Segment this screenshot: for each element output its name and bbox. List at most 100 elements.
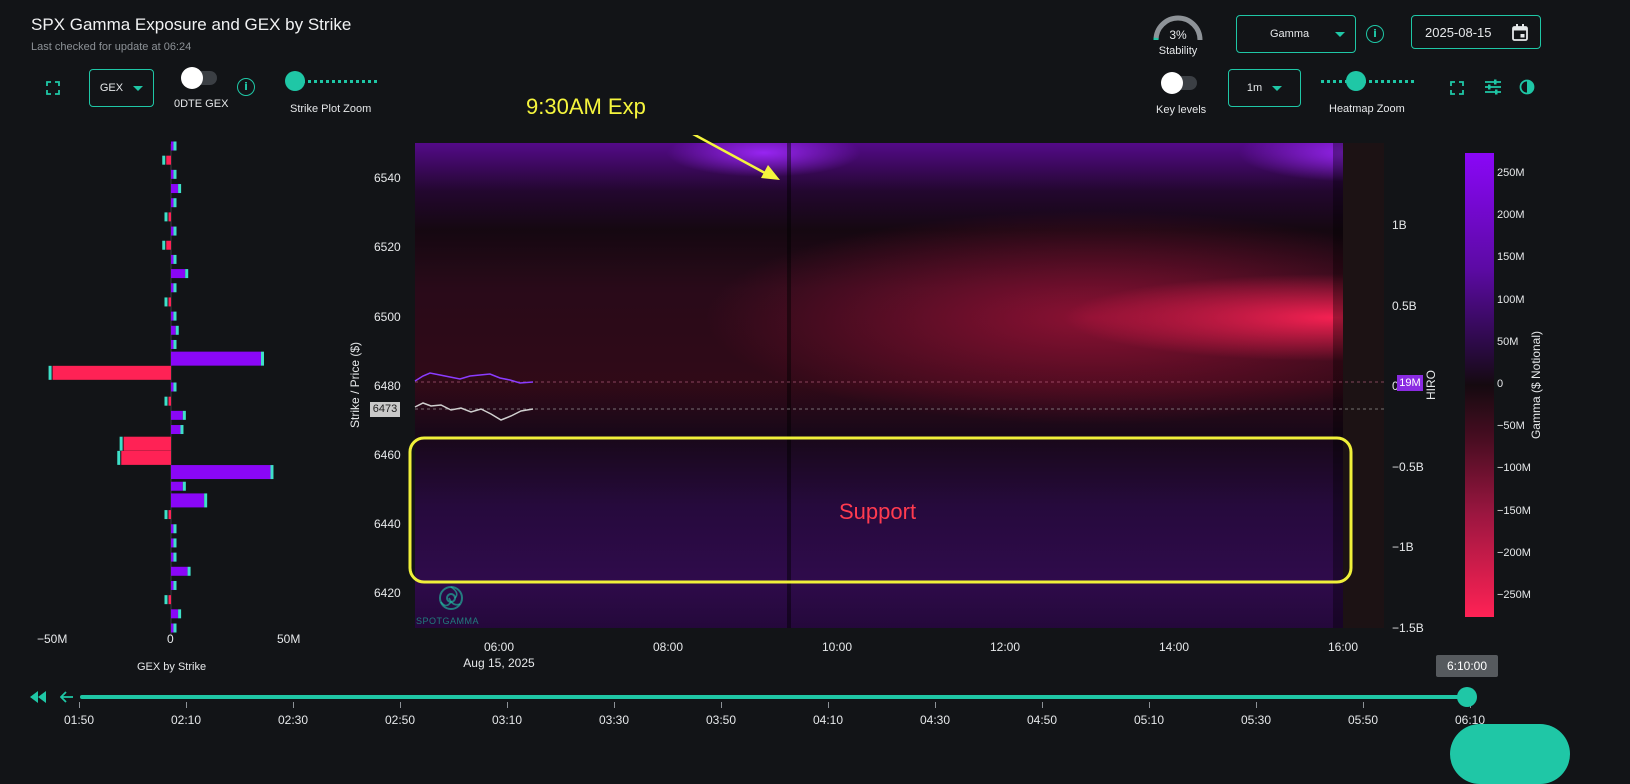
hiro-tick: −1B (1392, 540, 1414, 554)
back-arrow-icon[interactable] (60, 691, 74, 703)
heatmap-y-tick: 6540 (374, 171, 401, 185)
timeline-tick-mark (506, 702, 508, 708)
support-box (408, 436, 1353, 584)
gex-bar-cap (261, 351, 264, 366)
timeline-knob[interactable] (1457, 687, 1477, 707)
gex-bar (171, 410, 183, 420)
info-icon[interactable]: i (1366, 25, 1384, 43)
date-value: 2025-08-15 (1425, 24, 1492, 40)
tune-settings-icon[interactable] (1484, 79, 1502, 95)
gex-bar (168, 396, 171, 406)
gex-select[interactable]: GEX (89, 69, 154, 107)
interval-select[interactable]: 1m (1228, 69, 1301, 107)
gex-bar (171, 524, 174, 534)
annotation-arrow-line (692, 135, 766, 175)
gex-select-value: GEX (99, 82, 124, 94)
gex-bar (171, 481, 183, 491)
timeline-tick-mark (292, 702, 294, 708)
gex-bar (123, 436, 171, 451)
gex-bar-cap (173, 623, 177, 633)
contrast-icon[interactable] (1519, 79, 1535, 95)
colorbar-tick: −100M (1497, 462, 1531, 475)
gex-bar-cap (173, 311, 177, 321)
timeline-tick-label: 04:10 (812, 713, 844, 727)
timeline-tick-label: 05:50 (1347, 713, 1379, 727)
colorbar-tick: −150M (1497, 504, 1531, 517)
gex-bar-cap (173, 141, 177, 151)
timeline-tick-mark (185, 702, 187, 708)
timeline-tick-label: 05:10 (1133, 713, 1165, 727)
gex-bar (171, 538, 174, 548)
gex-bar (171, 566, 188, 576)
gex-bar-cap (178, 609, 182, 619)
gex-bar-cap (117, 450, 121, 465)
gex-bar-cap (175, 325, 179, 335)
gex-bar (168, 212, 171, 222)
gex-bar (171, 269, 186, 279)
heatmap-y-tick: 6440 (374, 517, 401, 531)
colorbar-label: Gamma ($ Notional) (1529, 330, 1543, 440)
help-fab-button[interactable] (1450, 724, 1570, 784)
hiro-tick: −1.5B (1392, 621, 1424, 635)
timeline-tick-mark (78, 702, 80, 708)
heatmap-x-date: Aug 15, 2025 (463, 656, 535, 670)
stability-arc (1153, 15, 1203, 41)
timeline-current-tooltip: 6:10:00 (1436, 655, 1498, 677)
timeline-tick-mark (720, 702, 722, 708)
gex-bar (171, 169, 174, 179)
calendar-icon[interactable] (1512, 24, 1528, 41)
gex-bar (168, 510, 171, 520)
mode-select[interactable]: Gamma (1236, 15, 1356, 53)
timeline-tick-label: 04:50 (1026, 713, 1058, 727)
gex-bar-cap (162, 155, 166, 165)
annotation-arrow-head (761, 165, 780, 180)
rewind-icon[interactable] (29, 691, 47, 703)
timeline-tick-mark (1148, 702, 1150, 708)
heatmap-stripe (1333, 143, 1343, 628)
timeline-tick-label: 02:50 (384, 713, 416, 727)
heatmap-y-tick: 6500 (374, 310, 401, 324)
hiro-tick: 1B (1392, 218, 1407, 232)
gex-bar-cap (182, 410, 186, 420)
timeline-tick-label: 01:50 (63, 713, 95, 727)
gex-bar-cap (162, 240, 166, 250)
timeline-tick-label: 03:30 (598, 713, 630, 727)
fullscreen-icon[interactable] (46, 81, 60, 95)
gex-bar (121, 450, 171, 465)
gex-bar-cap (173, 339, 177, 349)
gex-bar (168, 595, 171, 605)
gex-bar (171, 580, 174, 590)
colorbar (1465, 153, 1494, 617)
colorbar-tick: 150M (1497, 251, 1525, 264)
heatmap-y-tick: 6480 (374, 379, 401, 393)
gex-bar-cap (185, 269, 189, 279)
timeline-tick-label: 03:50 (705, 713, 737, 727)
gex-bar-cap (173, 283, 177, 293)
timeline-tick-mark (613, 702, 615, 708)
gex-bar (171, 609, 179, 619)
stability-gauge: 3% Stability (1150, 10, 1206, 58)
colorbar-tick: 50M (1497, 335, 1519, 348)
date-field[interactable]: 2025-08-15 (1411, 15, 1541, 49)
gex-bar (171, 226, 174, 236)
gex-bar-cap (173, 254, 177, 264)
strike-x-tick: 50M (277, 632, 301, 646)
timeline-tick-mark (1041, 702, 1043, 708)
gex-bar (171, 184, 179, 194)
timeline-track[interactable] (80, 695, 1468, 699)
heatmap-y-tick: 6520 (374, 240, 401, 254)
heatmap-x-tick: 16:00 (1327, 640, 1359, 654)
info-icon[interactable]: i (237, 78, 255, 96)
heatmap-x-tick: 14:00 (1158, 640, 1190, 654)
fullscreen-icon[interactable] (1450, 81, 1464, 95)
gex-bar-cap (164, 297, 168, 307)
gex-bar (171, 141, 174, 151)
gex-bar-cap (173, 382, 177, 392)
timeline-tick-mark (1255, 702, 1257, 708)
colorbar-tick: 100M (1497, 293, 1525, 306)
heatmap-x-tick: 06:00 (483, 640, 515, 654)
price-trace (414, 402, 534, 421)
heatmap-overlay (408, 135, 1385, 584)
gex-bar-cap (180, 425, 184, 435)
hiro-label: HIRO (1424, 370, 1438, 400)
